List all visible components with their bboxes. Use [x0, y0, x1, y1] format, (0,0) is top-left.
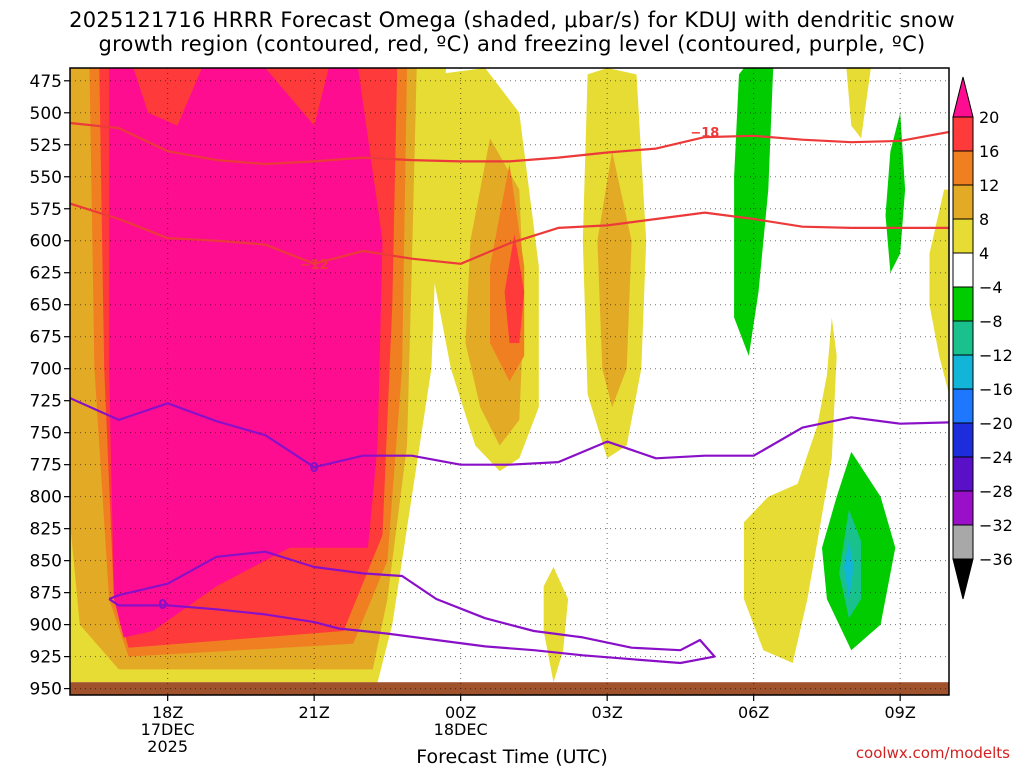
y-tick-label-725: 725: [30, 392, 62, 412]
contour-label-3: 0: [158, 598, 167, 613]
y-tick-label-625: 625: [30, 264, 62, 284]
x-tick-label-18Z-1: 17DEC: [141, 720, 195, 739]
contour-label-2: 0: [310, 461, 319, 476]
x-tick-label-18Z-0: 18Z: [152, 703, 183, 722]
x-tick-label-03Z-0: 03Z: [592, 703, 623, 722]
colorbar-label-4: 4: [979, 244, 989, 263]
y-tick-label-775: 775: [30, 456, 62, 476]
omega-region-14: [929, 189, 949, 395]
contour-label-0: −12: [300, 258, 329, 273]
y-tick-label-500: 500: [30, 104, 62, 124]
y-tick-label-750: 750: [30, 424, 62, 444]
colorbar-bottom-arrow: [952, 558, 974, 600]
contour-line-3: [108, 550, 716, 665]
colorbar-bin-4: [952, 218, 974, 254]
chart-title: 2025121716 HRRR Forecast Omega (shaded, …: [0, 8, 1024, 56]
y-tick-label-825: 825: [30, 520, 62, 540]
x-tick-label-21Z-0: 21Z: [299, 703, 330, 722]
y-tick-label-875: 875: [30, 584, 62, 604]
y-tick-label-525: 525: [30, 136, 62, 156]
colorbar-bin-7: [952, 320, 974, 356]
colorbar-label-13: −36: [979, 550, 1013, 569]
omega-region-13: [846, 68, 871, 139]
omega-region-16: [885, 112, 906, 273]
colorbar-bin-8: [952, 354, 974, 390]
colorbar-label-5: −4: [979, 278, 1003, 297]
colorbar-label-11: −28: [979, 482, 1013, 501]
colorbar-bin-3: [952, 184, 974, 220]
colorbar-label-12: −32: [979, 516, 1013, 535]
omega-region-15: [734, 68, 774, 356]
y-tick-label-675: 675: [30, 328, 62, 348]
y-tick-label-650: 650: [30, 296, 62, 316]
colorbar-bin-13: [952, 524, 974, 560]
colorbar-top-arrow: [952, 76, 974, 118]
y-tick-label-925: 925: [30, 648, 62, 668]
colorbar-bin-1: [952, 116, 974, 152]
colorbar-bin-6: [952, 286, 974, 322]
omega-region-4: [109, 68, 383, 638]
y-tick-label-700: 700: [30, 360, 62, 380]
y-tick-label-600: 600: [30, 232, 62, 252]
y-tick-label-550: 550: [30, 168, 62, 188]
y-tick-label-950: 950: [30, 680, 62, 700]
colorbar-label-9: −20: [979, 414, 1013, 433]
omega-region-19: [844, 541, 854, 599]
y-tick-label-575: 575: [30, 200, 62, 220]
plot-frame: [69, 67, 950, 696]
colorbar-label-1: 16: [979, 142, 999, 161]
colorbar-label-3: 8: [979, 210, 989, 229]
colorbar-bin-5: [952, 252, 974, 288]
chart-title-line-1: 2025121716 HRRR Forecast Omega (shaded, …: [69, 8, 955, 32]
ground-layer: [70, 682, 949, 695]
y-tick-label-800: 800: [30, 488, 62, 508]
contour-line-0: [70, 202, 949, 265]
contour-line-1: [70, 121, 949, 166]
colorbar-bin-2: [952, 150, 974, 186]
colorbar-label-7: −12: [979, 346, 1013, 365]
x-axis-title: Forecast Time (UTC): [416, 746, 608, 768]
site-credit[interactable]: coolwx.com/modelts: [855, 744, 1010, 762]
y-tick-label-850: 850: [30, 552, 62, 572]
x-tick-label-18Z-2: 2025: [147, 737, 188, 756]
omega-region-12: [743, 317, 837, 663]
colorbar-label-6: −8: [979, 312, 1003, 331]
x-tick-label-00Z-1: 18DEC: [434, 720, 488, 739]
y-tick-label-475: 475: [30, 72, 62, 92]
colorbar-label-0: 20: [979, 108, 999, 127]
omega-region-10: [597, 151, 632, 408]
colorbar-label-8: −16: [979, 380, 1013, 399]
y-tick-label-900: 900: [30, 616, 62, 636]
contour-label-1: −18: [690, 126, 719, 141]
x-tick-label-09Z-0: 09Z: [885, 703, 916, 722]
colorbar-bin-11: [952, 456, 974, 492]
colorbar-bin-12: [952, 490, 974, 526]
colorbar-bin-10: [952, 422, 974, 458]
chart-title-line-2: growth region (contoured, red, ºC) and f…: [98, 32, 926, 56]
x-tick-label-00Z-0: 00Z: [445, 703, 476, 722]
omega-region-8: [504, 234, 525, 344]
contour-line-2: [70, 397, 949, 469]
colorbar-label-2: 12: [979, 176, 999, 195]
x-tick-label-06Z-0: 06Z: [738, 703, 769, 722]
colorbar-label-10: −24: [979, 448, 1013, 467]
colorbar-bin-9: [952, 388, 974, 424]
